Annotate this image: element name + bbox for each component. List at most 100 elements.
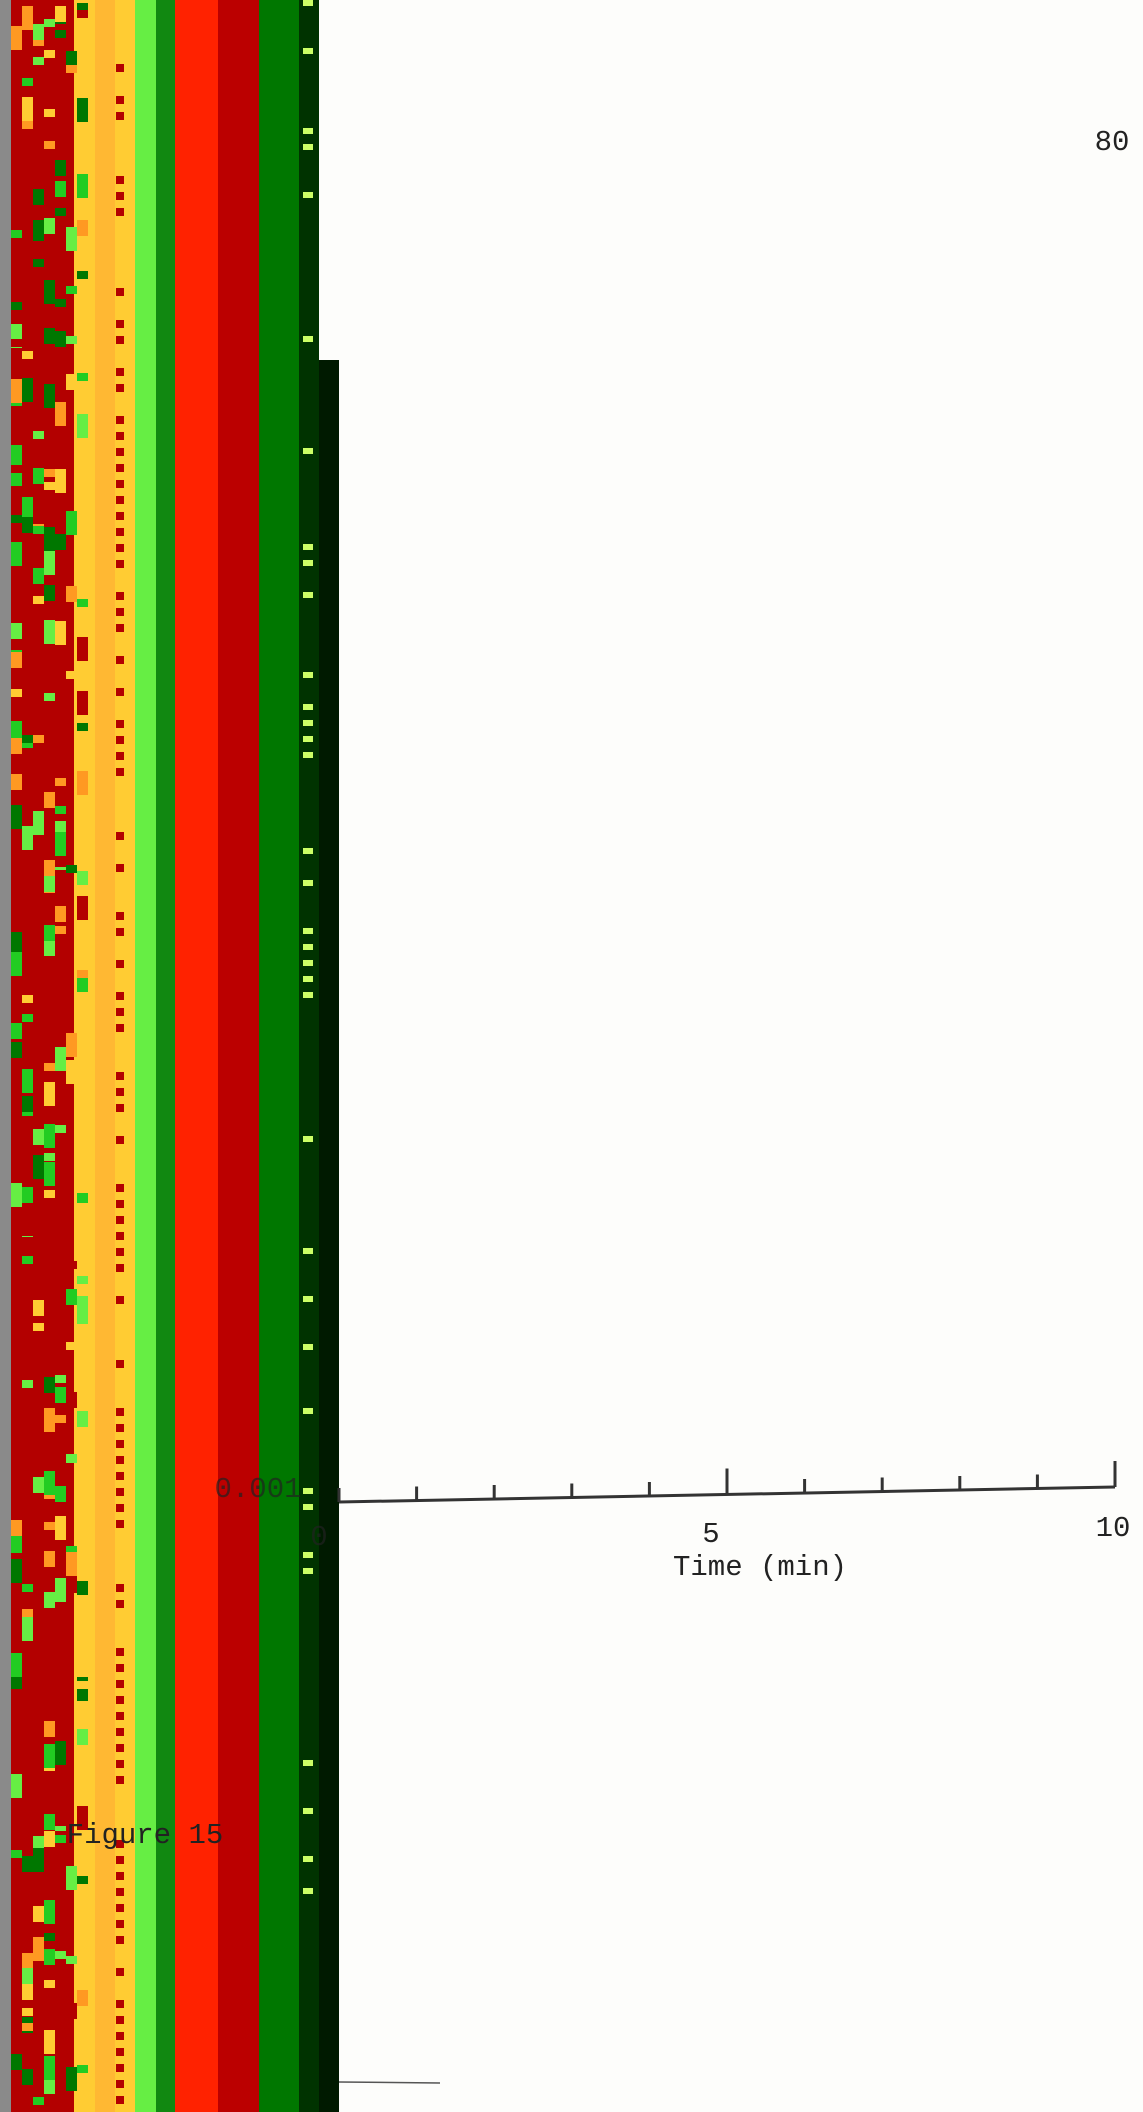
glitch-patch [55,208,66,216]
glitch-patch [55,6,66,22]
glitch-patch [77,98,88,122]
glitch-patch [77,1990,88,2006]
glitch-dot [116,1200,124,1208]
glitch-dot [303,1760,313,1766]
glitch-patch [55,534,66,550]
glitch-patch [55,806,66,814]
glitch-dot [303,592,313,598]
glitch-dot [116,2000,124,2008]
glitch-patch [22,1380,33,1388]
glitch-patch [11,1212,22,1236]
glitch-patch [77,1729,88,1745]
glitch-dot [303,1504,313,1510]
glitch-patch [44,527,55,551]
glitch-patch [11,542,22,566]
glitch-dot [116,864,124,872]
glitch-patch [66,865,77,873]
glitch-dot [116,432,124,440]
glitch-dot [303,1296,313,1302]
glitch-patch [55,1741,66,1765]
glitch-patch [22,740,33,748]
glitch-patch [66,1342,77,1350]
glitch-patch [66,286,77,294]
glitch-patch [66,2003,77,2019]
glitch-dot [303,1344,313,1350]
glitch-patch [77,1276,88,1284]
glitch-patch [33,189,44,205]
glitch-dot [303,992,313,998]
glitch-patch [77,271,88,279]
glitch-patch [22,1984,33,2000]
glitch-dot [303,48,313,54]
glitch-dot [116,560,124,568]
glitch-patch [77,1296,88,1312]
glitch-patch [77,174,88,198]
glitch-patch [66,671,77,679]
glitch-dot [303,848,313,854]
glitch-patch [44,1933,55,1941]
glitch-patch [44,1124,55,1148]
glitch-patch [66,1569,77,1593]
glitch-patch [11,302,22,310]
glitch-dot [116,1408,124,1416]
glitch-dot [303,672,313,678]
glitch-patch [44,1082,55,1106]
glitch-patch [55,926,66,934]
glitch-patch [55,1606,66,1622]
glitch-patch [11,465,22,473]
glitch-patch [44,585,55,601]
glitch-dot [116,1472,124,1480]
glitch-patch [11,1529,22,1553]
glitch-patch [55,1972,66,1980]
glitch-dot [116,1664,124,1672]
glitch-patch [44,1771,55,1779]
glitch-patch [22,1953,33,1969]
glitch-patch [44,792,55,808]
glitch-dot [116,720,124,728]
figure-caption: Figure 15 [67,1819,224,1852]
glitch-dot [116,1216,124,1224]
glitch-patch [44,19,55,27]
glitch-patch [44,328,55,344]
glitch-patch [22,378,33,402]
glitch-patch [22,2023,33,2031]
glitch-dot [116,736,124,744]
glitch-patch [55,160,66,176]
glitch-patch [44,620,55,644]
glitch-dot [116,208,124,216]
glitch-patch [33,1129,44,1145]
glitch-patch [22,1671,33,1687]
glitch-dot [116,192,124,200]
glitch-dot [303,336,313,342]
glitch-patch [55,1125,66,1133]
glitch-patch [22,1617,33,1641]
glitch-patch [22,826,33,850]
glitch-patch [77,682,88,698]
stripe [175,0,218,2112]
glitch-patch [44,1162,55,1186]
glitch-patch [44,1408,55,1432]
stripe [135,0,156,2112]
glitch-dot [116,96,124,104]
glitch-patch [66,1392,77,1408]
glitch-dot [116,1584,124,1592]
glitch-patch [33,38,44,46]
glitch-patch [33,57,44,65]
glitch-patch [77,723,88,731]
glitch-dot [116,624,124,632]
glitch-dot [303,1568,313,1574]
glitch-dot [303,736,313,742]
glitch-patch [22,517,33,533]
glitch-dot [116,960,124,968]
glitch-dot [116,992,124,1000]
glitch-dot [116,1712,124,1720]
glitch-dot [303,144,313,150]
glitch-dot [116,1888,124,1896]
glitch-dot [116,1520,124,1528]
glitch-patch [11,515,22,523]
glitch-patch [11,774,22,790]
glitch-dot [116,1680,124,1688]
glitch-dot [303,1808,313,1814]
glitch-patch [11,379,22,403]
